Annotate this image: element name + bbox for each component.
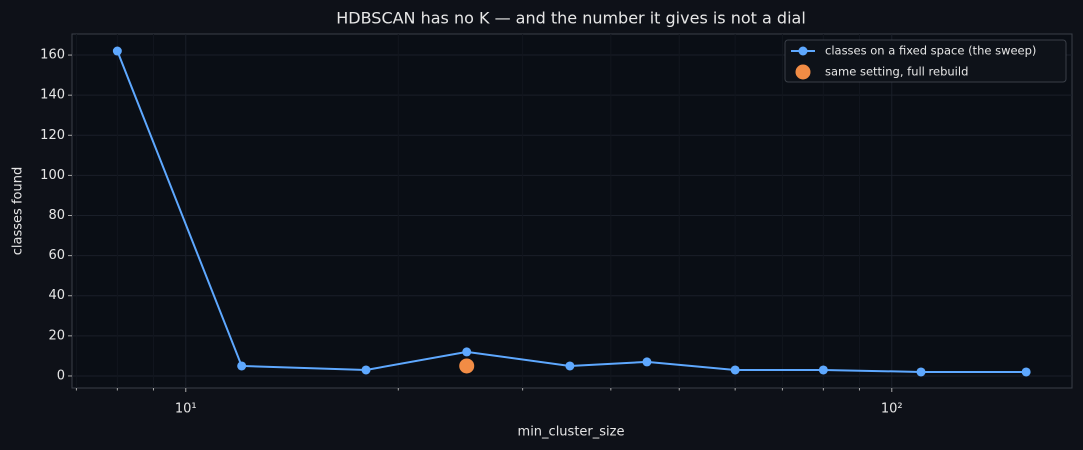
point: [1021, 367, 1031, 377]
point: [730, 365, 740, 375]
point: [642, 357, 652, 367]
x-tick-label: 10²: [881, 402, 903, 417]
point: [462, 347, 472, 357]
y-tick-label: 140: [40, 88, 65, 103]
y-tick-label: 120: [40, 128, 65, 143]
legend-marker: [795, 64, 811, 80]
series-line: [116, 50, 1027, 373]
point: [459, 358, 475, 374]
chart-title: HDBSCAN has no K — and the number it giv…: [336, 9, 806, 28]
y-tick-label: 40: [48, 288, 65, 303]
legend-box: [784, 39, 1067, 83]
y-tick-label: 100: [40, 168, 65, 183]
x-axis-label: min_cluster_size: [518, 425, 625, 440]
point: [818, 365, 828, 375]
legend-label: same setting, full rebuild: [825, 65, 968, 79]
point: [565, 361, 575, 371]
y-axis-label: classes found: [11, 167, 26, 255]
y-tick-label: 0: [57, 368, 65, 383]
y-tick-label: 80: [48, 208, 65, 223]
legend-marker: [798, 46, 808, 56]
point: [237, 361, 247, 371]
point: [361, 365, 371, 375]
y-tick-label: 160: [40, 48, 65, 63]
y-tick-label: 60: [48, 248, 65, 263]
x-tick-label: 10¹: [175, 402, 197, 417]
point: [916, 367, 926, 377]
y-tick-label: 20: [48, 328, 65, 343]
point: [112, 46, 122, 56]
plot-area: [71, 33, 1073, 389]
legend-label: classes on a fixed space (the sweep): [825, 44, 1036, 58]
